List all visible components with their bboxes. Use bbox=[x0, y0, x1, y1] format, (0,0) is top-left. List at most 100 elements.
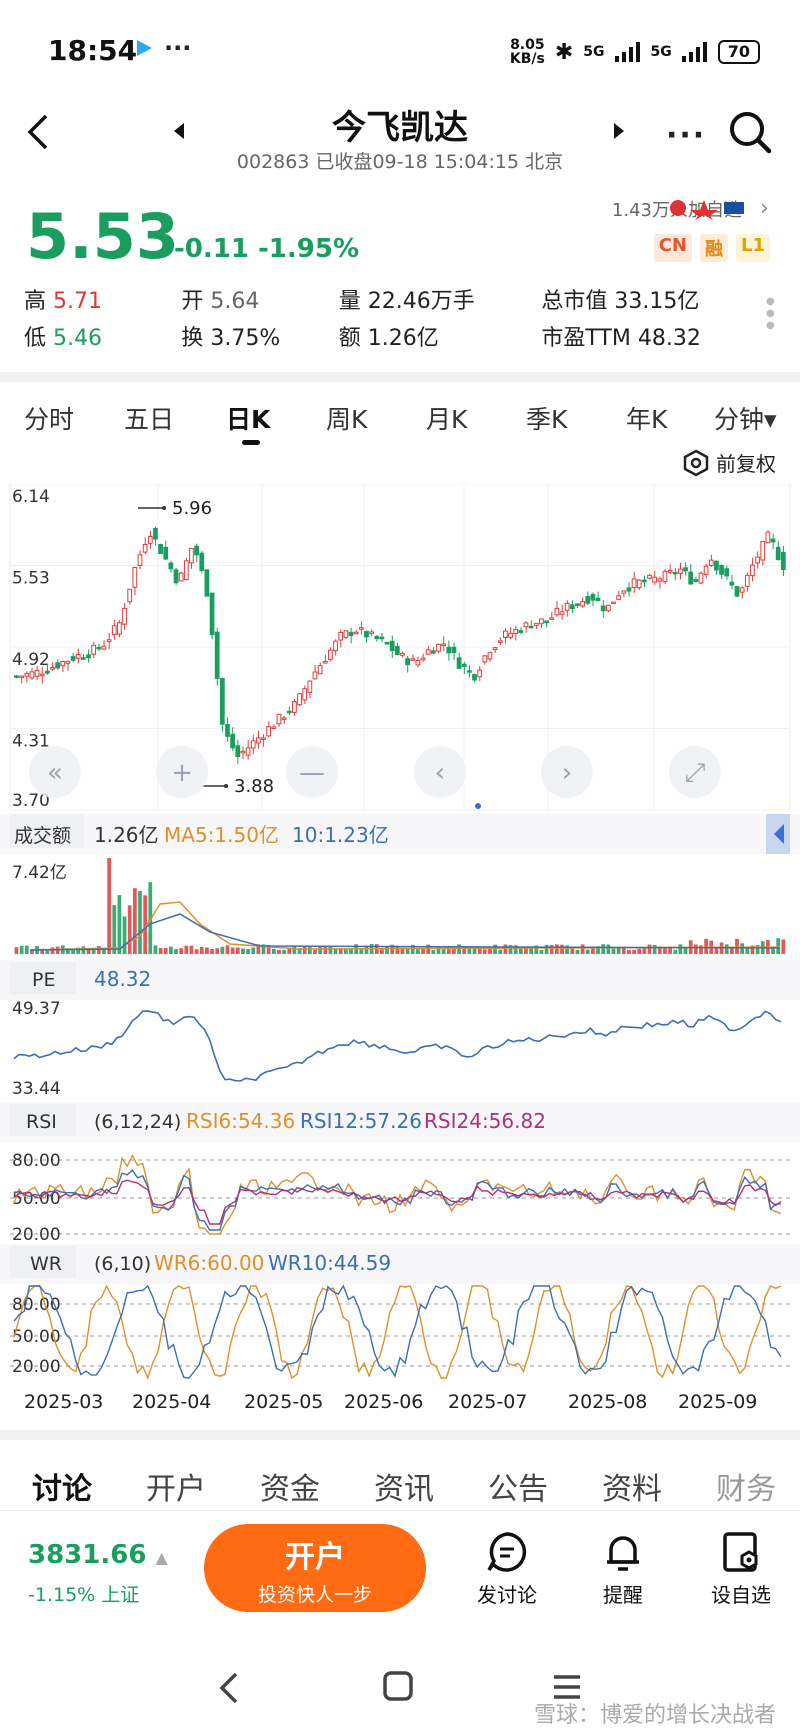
tab-quarterly-k[interactable]: 季K bbox=[526, 405, 568, 434]
volume-bar bbox=[657, 946, 662, 954]
candle-body bbox=[39, 673, 45, 677]
stat-amount: 额 1.26亿 bbox=[338, 325, 439, 351]
volume-bar bbox=[328, 946, 333, 954]
stock-chart[interactable]: 6.14 5.53 4.92 4.31 3.70 5.96 3.88 « + — ‹ › ⤢ 成交额 1… bbox=[0, 484, 800, 1414]
search-icon[interactable] bbox=[728, 110, 772, 158]
tab-five-day[interactable]: 五日 bbox=[124, 405, 175, 434]
index-value[interactable]: 3831.66 ▲ bbox=[28, 1540, 168, 1570]
nav-back-icon[interactable] bbox=[216, 1670, 240, 1710]
candle-body bbox=[348, 631, 354, 637]
candle-body bbox=[508, 632, 513, 638]
volume-bar bbox=[14, 947, 19, 954]
tab-funds[interactable]: 资金 bbox=[260, 1472, 320, 1507]
alert-label: 提醒 bbox=[603, 1583, 643, 1607]
x-date-6: 2025-09 bbox=[678, 1391, 757, 1413]
volume-bar bbox=[596, 946, 600, 954]
zoom-left-icon[interactable]: « bbox=[29, 746, 81, 798]
signal-5g-1: 5G bbox=[583, 44, 605, 60]
candle-body bbox=[605, 604, 611, 612]
candle-body bbox=[158, 543, 163, 555]
candle-body bbox=[255, 737, 261, 744]
candle-body bbox=[688, 571, 694, 585]
back-button[interactable] bbox=[24, 112, 54, 156]
volume-bar bbox=[627, 949, 631, 954]
tab-yearly-k[interactable]: 年K bbox=[626, 405, 668, 434]
candle-body bbox=[750, 564, 755, 577]
chevron-right-icon[interactable]: › bbox=[760, 196, 769, 221]
open-account-button[interactable]: 开户 投资快人一步 bbox=[204, 1524, 426, 1612]
tab-finance[interactable]: 财务 bbox=[716, 1472, 776, 1507]
volume-bar bbox=[107, 858, 111, 954]
alert-button[interactable]: 提醒 bbox=[578, 1530, 668, 1608]
volume-bar bbox=[282, 949, 286, 954]
prev-stock-button[interactable] bbox=[172, 122, 186, 144]
volume-bar bbox=[421, 948, 425, 954]
wr10-line bbox=[13, 1284, 782, 1379]
pan-right-icon[interactable]: › bbox=[541, 746, 593, 798]
pan-right-icon-bg bbox=[541, 746, 593, 798]
tab-profile[interactable]: 资料 bbox=[602, 1472, 662, 1507]
candle-body bbox=[703, 565, 709, 575]
volume-bar bbox=[246, 948, 250, 954]
volume-bar bbox=[241, 948, 245, 954]
x-date-2: 2025-05 bbox=[244, 1391, 323, 1413]
candle-body bbox=[384, 641, 390, 645]
more-vertical-icon[interactable]: ● ● ● bbox=[766, 296, 775, 331]
add-watchlist-button[interactable]: 设自选 bbox=[696, 1530, 786, 1608]
fullscreen-icon[interactable]: ⤢ bbox=[669, 746, 721, 798]
tab-weekly-k[interactable]: 周K bbox=[326, 405, 368, 434]
pe-ybottom: 33.44 bbox=[12, 1079, 61, 1099]
volume-bar bbox=[781, 939, 786, 954]
adjust-button[interactable]: 前复权 bbox=[682, 448, 776, 477]
candle-body bbox=[225, 723, 230, 737]
zoom-in-icon[interactable]: + bbox=[156, 746, 208, 798]
rsi12-value: RSI12:57.26 bbox=[300, 1109, 422, 1133]
volume-bar bbox=[287, 948, 292, 954]
candle-body bbox=[379, 636, 385, 640]
more-menu-icon[interactable]: ··· bbox=[666, 118, 707, 153]
volume-bar bbox=[127, 905, 132, 954]
volume-bar bbox=[81, 946, 86, 954]
next-stock-button[interactable] bbox=[612, 122, 626, 144]
tab-daily-k[interactable]: 日K bbox=[226, 405, 271, 434]
net-speed-unit: KB/s bbox=[509, 51, 545, 67]
volume-bar bbox=[210, 948, 214, 954]
candle-body bbox=[235, 745, 241, 757]
candle-body bbox=[250, 740, 256, 749]
volume-bar bbox=[117, 895, 122, 954]
candle-body bbox=[65, 660, 71, 664]
candle-body bbox=[389, 640, 395, 652]
volume-bar bbox=[560, 944, 564, 954]
tab-discuss[interactable]: 讨论 bbox=[32, 1472, 92, 1507]
post-discussion-button[interactable]: 发讨论 bbox=[462, 1530, 552, 1608]
tab-intraday[interactable]: 分时 bbox=[24, 405, 75, 434]
volume-bar bbox=[498, 949, 503, 954]
fullscreen-icon-glyph: ⤢ bbox=[685, 758, 706, 788]
play-icon bbox=[134, 38, 154, 58]
volume-bar bbox=[24, 945, 29, 954]
volume-bar bbox=[699, 945, 703, 954]
nav-menu-icon[interactable] bbox=[552, 1672, 582, 1706]
tab-open-account[interactable]: 开户 bbox=[146, 1472, 206, 1507]
adjust-label: 前复权 bbox=[716, 452, 776, 476]
tab-announcements[interactable]: 公告 bbox=[488, 1472, 548, 1507]
volume-bar bbox=[750, 945, 755, 954]
tab-monthly-k[interactable]: 月K bbox=[426, 405, 468, 434]
pan-left-icon-glyph: ‹ bbox=[435, 758, 445, 788]
candle-body bbox=[96, 646, 102, 650]
zoom-out-icon[interactable]: — bbox=[286, 746, 338, 798]
more-dots-icon: ··· bbox=[164, 34, 192, 62]
pe-header-bg bbox=[0, 960, 800, 1000]
rsi24-line bbox=[13, 1179, 782, 1225]
kline-ylabel-4: 3.70 bbox=[12, 791, 50, 811]
candle-body bbox=[322, 661, 328, 664]
tab-minute[interactable]: 分钟▾ bbox=[714, 405, 777, 434]
nav-home-icon[interactable] bbox=[382, 1670, 414, 1706]
volume-bar bbox=[663, 947, 667, 954]
volume-bar bbox=[416, 947, 420, 954]
post-discussion-label: 发讨论 bbox=[477, 1583, 537, 1607]
pan-left-icon[interactable]: ‹ bbox=[414, 746, 466, 798]
tab-news[interactable]: 资讯 bbox=[374, 1472, 434, 1507]
candle-body bbox=[163, 546, 169, 560]
volume-bar bbox=[549, 945, 554, 954]
